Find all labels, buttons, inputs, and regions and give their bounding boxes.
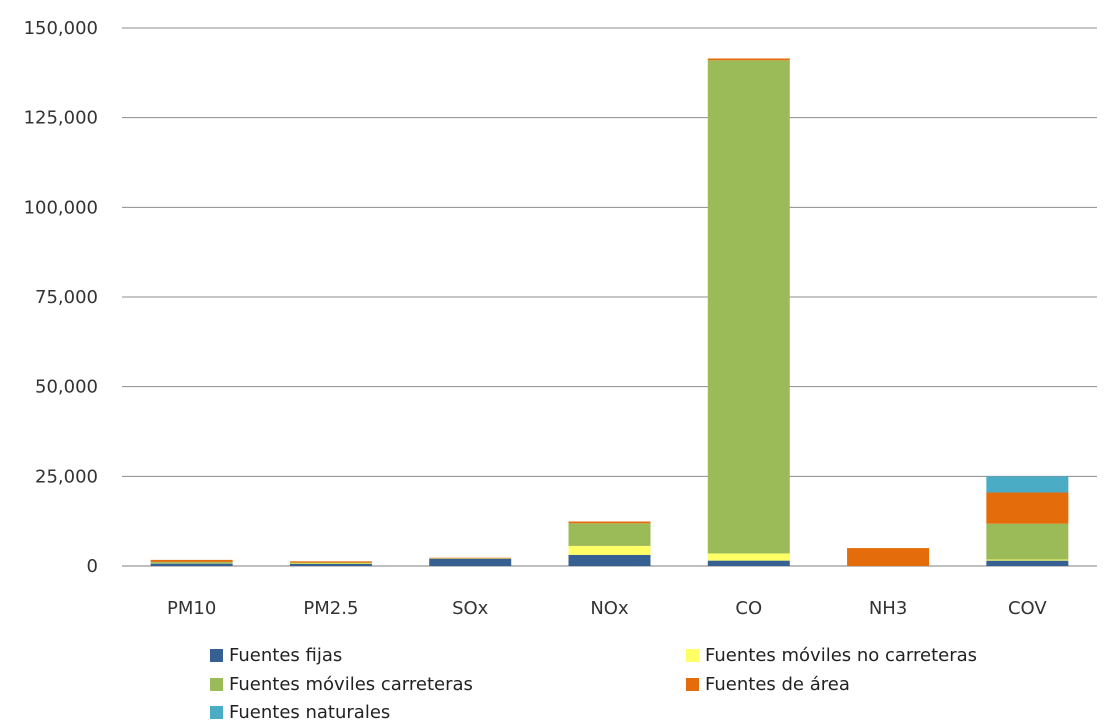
- y-tick-label: 50,000: [35, 377, 98, 398]
- y-axis-ticks: 0 25,000 50,000 75,000 100,000 125,000 150,000: [24, 18, 98, 577]
- bar-segment: [150, 561, 233, 563]
- bar-segment: [986, 492, 1069, 524]
- y-tick-label: 75,000: [35, 287, 98, 308]
- bar-segment: [568, 523, 651, 546]
- x-tick-label: NH3: [869, 598, 907, 619]
- bar-segment: [986, 559, 1069, 561]
- y-tick-label: 25,000: [35, 466, 98, 487]
- bar-segment: [150, 562, 233, 564]
- legend-label: Fuentes móviles carreteras: [229, 674, 473, 695]
- bar-segment: [289, 562, 372, 564]
- x-tick-label: COV: [1008, 598, 1047, 619]
- x-axis-ticks: PM10 PM2.5 SOx NOx CO NH3 COV: [167, 598, 1047, 619]
- bar-segment: [707, 553, 790, 561]
- x-tick-label: PM2.5: [303, 598, 358, 619]
- bar-segment: [707, 60, 790, 554]
- bar-segment: [707, 58, 790, 61]
- y-tick-label: 100,000: [24, 197, 98, 218]
- x-tick-label: NOx: [590, 598, 629, 619]
- bar-segment: [289, 563, 372, 566]
- legend-swatch: [210, 678, 223, 691]
- y-tick-label: 125,000: [24, 108, 98, 129]
- bar-segment: [847, 548, 930, 566]
- legend-swatch: [210, 706, 223, 719]
- bar-segment: [568, 545, 651, 555]
- bar-segment: [289, 563, 372, 564]
- bar-segment: [986, 523, 1069, 560]
- bar-segment: [429, 558, 512, 559]
- bar-segment: [568, 521, 651, 524]
- x-tick-label: SOx: [452, 598, 489, 619]
- bar-segment: [707, 560, 790, 566]
- legend-label: Fuentes de área: [705, 674, 850, 695]
- legend-swatch: [686, 649, 699, 662]
- bars: [150, 58, 1069, 566]
- bar-segment: [150, 559, 233, 562]
- y-tick-label: 0: [87, 556, 98, 577]
- legend-swatch: [686, 678, 699, 691]
- bar-segment: [986, 560, 1069, 566]
- x-tick-label: PM10: [167, 598, 216, 619]
- legend-label: Fuentes fijas: [229, 645, 342, 666]
- bar-segment: [289, 561, 372, 563]
- legend: Fuentes fijas Fuentes móviles no carreter…: [210, 645, 977, 723]
- legend-swatch: [210, 649, 223, 662]
- gridlines: [122, 27, 1097, 567]
- legend-label: Fuentes naturales: [229, 702, 390, 723]
- legend-label: Fuentes móviles no carreteras: [705, 645, 977, 666]
- y-tick-label: 150,000: [24, 18, 98, 39]
- bar-segment: [150, 563, 233, 566]
- bar-segment: [986, 476, 1069, 493]
- bar-segment: [429, 557, 512, 559]
- x-tick-label: CO: [735, 598, 762, 619]
- bar-segment: [429, 558, 512, 566]
- bar-segment: [568, 554, 651, 566]
